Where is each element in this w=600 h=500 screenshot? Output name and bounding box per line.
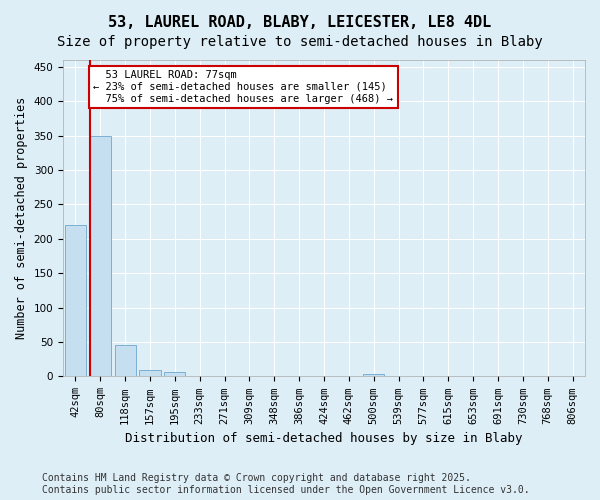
Text: 53 LAUREL ROAD: 77sqm
← 23% of semi-detached houses are smaller (145)
  75% of s: 53 LAUREL ROAD: 77sqm ← 23% of semi-deta… [94,70,394,104]
Bar [115,346,136,376]
Y-axis label: Number of semi-detached properties: Number of semi-detached properties [15,97,28,340]
X-axis label: Distribution of semi-detached houses by size in Blaby: Distribution of semi-detached houses by … [125,432,523,445]
Text: 53, LAUREL ROAD, BLABY, LEICESTER, LE8 4DL: 53, LAUREL ROAD, BLABY, LEICESTER, LE8 4… [109,15,491,30]
Bar [164,372,185,376]
Bar [65,225,86,376]
Bar [363,374,384,376]
Text: Contains HM Land Registry data © Crown copyright and database right 2025.
Contai: Contains HM Land Registry data © Crown c… [42,474,530,495]
Bar [90,136,111,376]
Text: Size of property relative to semi-detached houses in Blaby: Size of property relative to semi-detach… [57,35,543,49]
Bar [139,370,161,376]
